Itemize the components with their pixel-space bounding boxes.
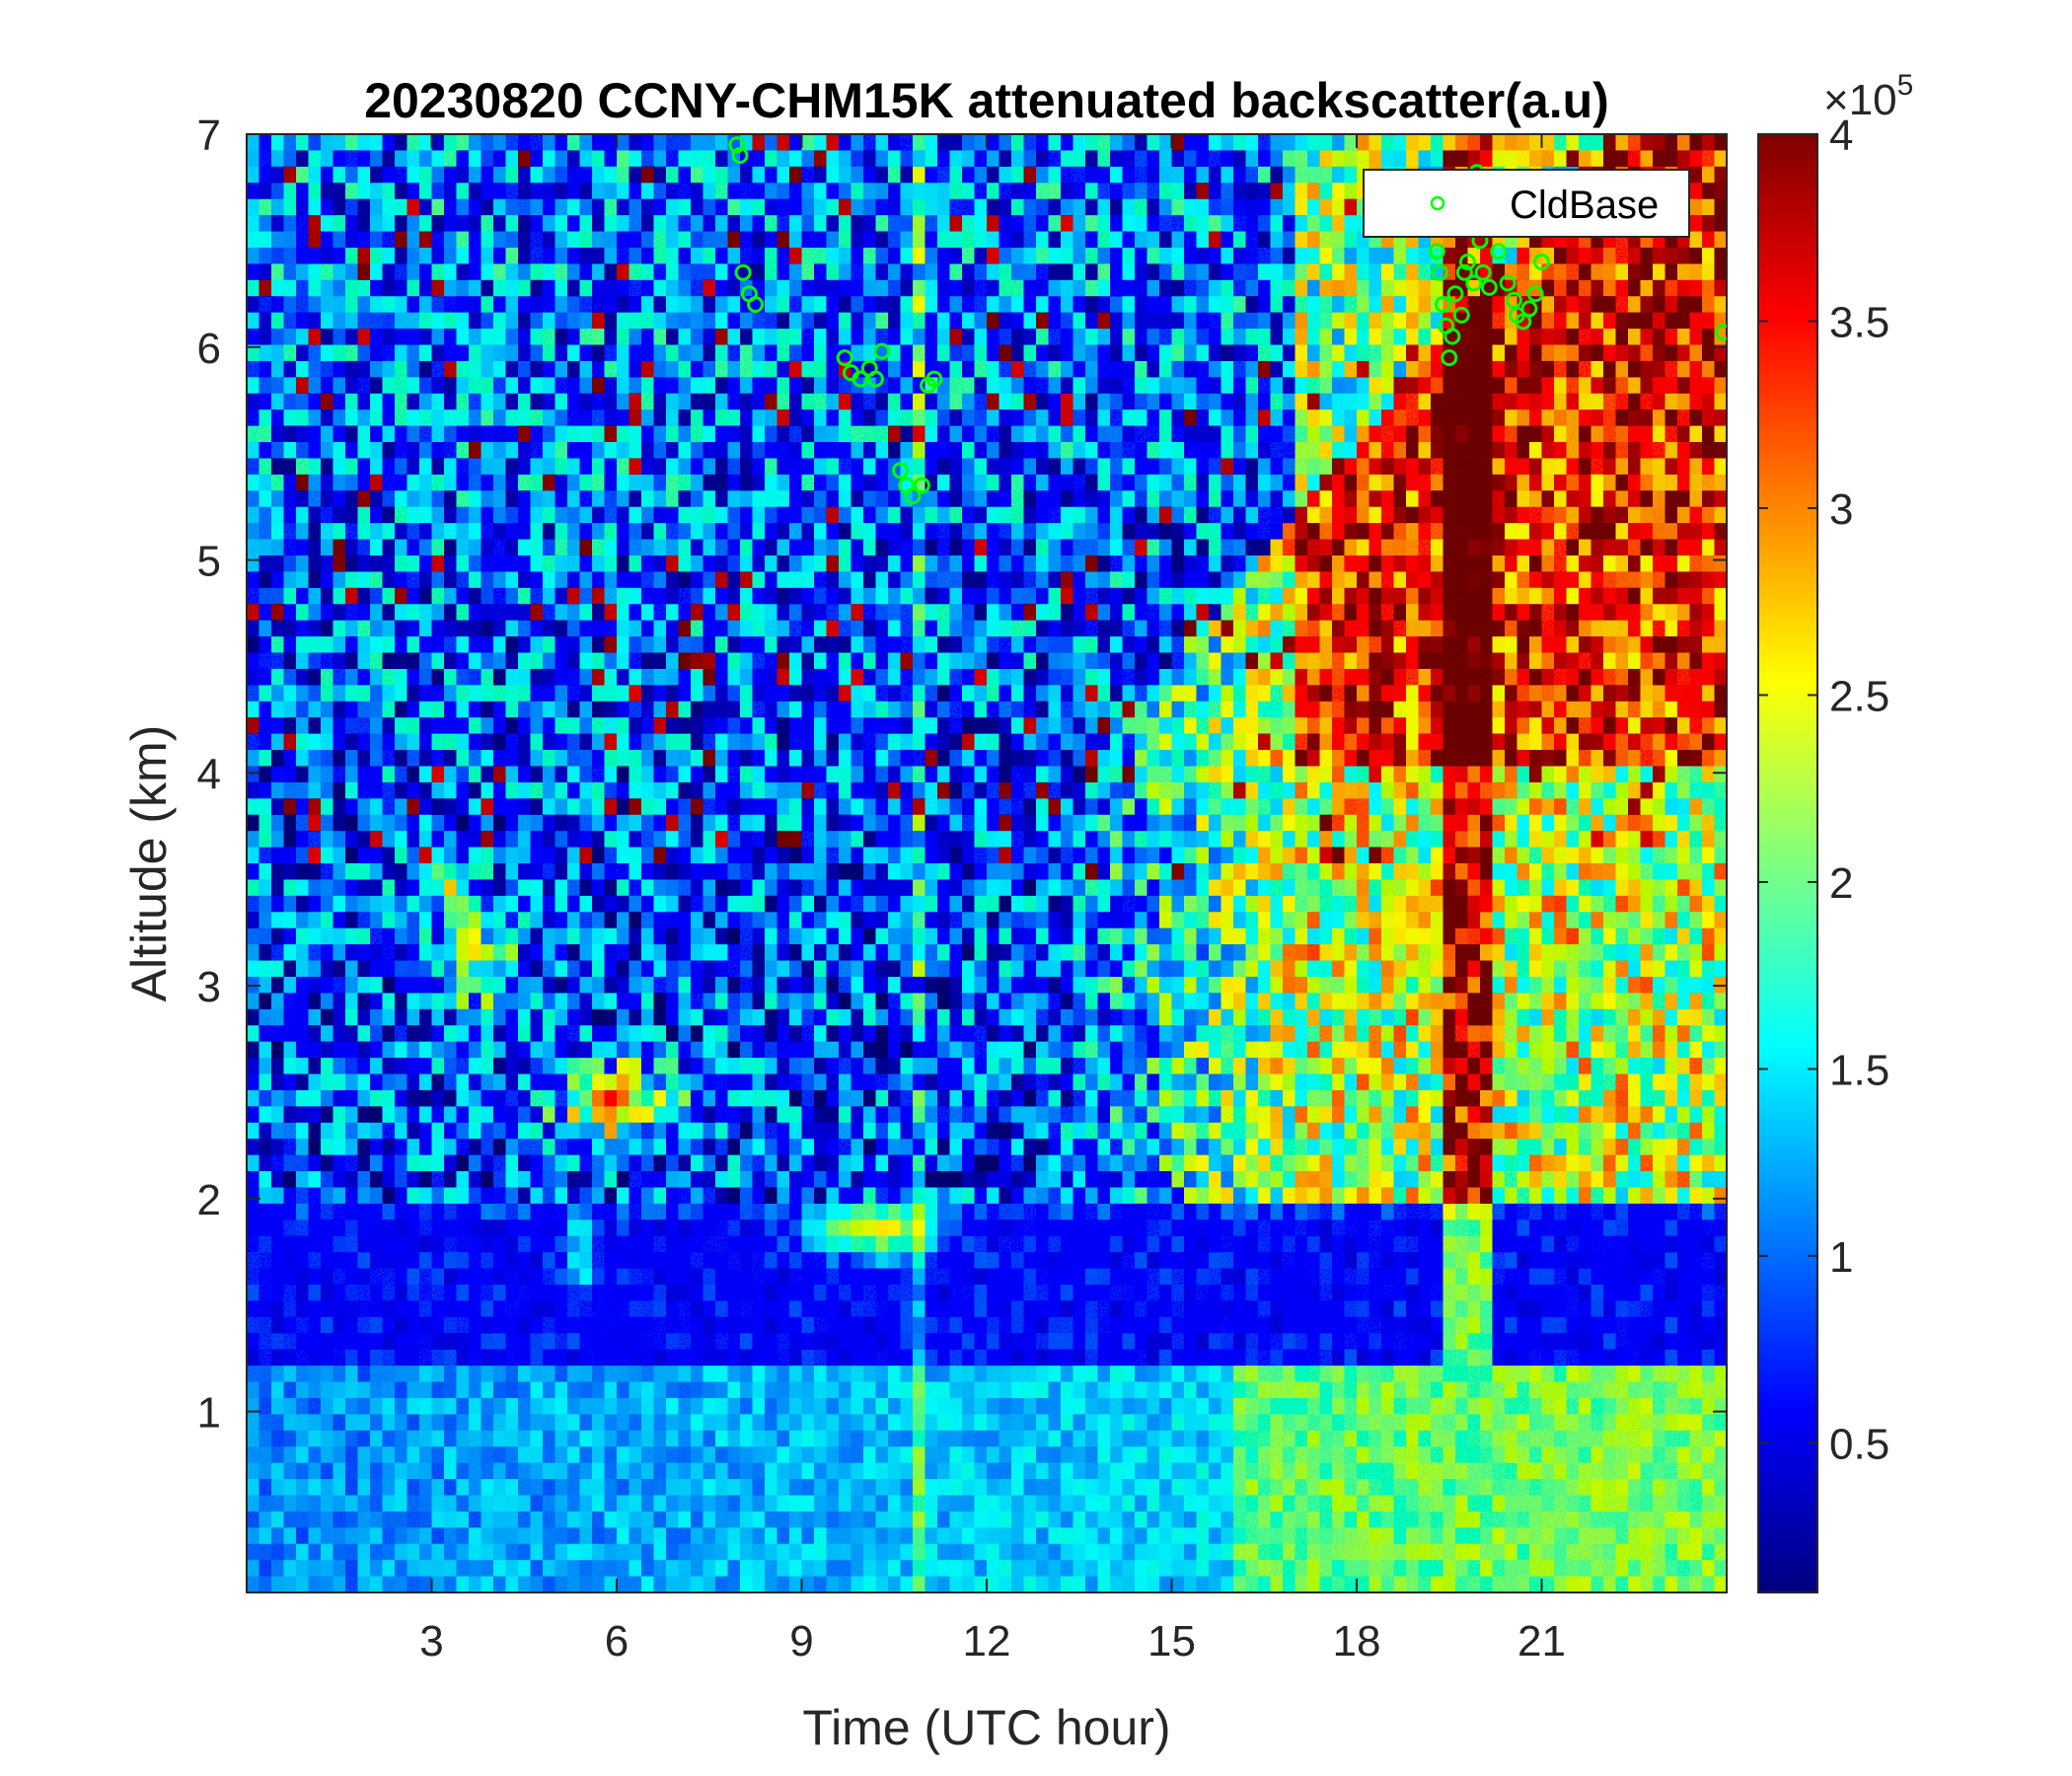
y-tick-label: 7 <box>197 111 221 160</box>
x-axis: 3 6 9 12 15 18 21 <box>419 134 1566 1665</box>
cloud-base-point <box>1428 243 1445 260</box>
cloud-base-point <box>1452 306 1470 324</box>
x-tick-label: 18 <box>1333 1617 1381 1665</box>
colorbar-tick-label: 1.5 <box>1829 1046 1889 1094</box>
colorbar-exponent-label: ×105 <box>1823 69 1913 124</box>
cloud-base-point <box>904 487 922 505</box>
chart-title: 20230820 CCNY-CHM15K attenuated backscat… <box>364 73 1609 128</box>
x-tick-label: 3 <box>419 1617 443 1665</box>
cloud-base-point <box>1465 274 1483 292</box>
x-tick-label: 6 <box>605 1617 629 1665</box>
y-axis: 1 2 3 4 5 6 7 <box>197 111 1727 1438</box>
colorbar-tick-label: 1 <box>1829 1233 1853 1282</box>
legend-marker-cldbase <box>1430 195 1445 211</box>
cloud-base-point <box>1441 349 1458 367</box>
cloud-base-point <box>1526 285 1544 303</box>
x-tick-label: 21 <box>1517 1617 1566 1665</box>
cloud-base-point <box>873 342 891 360</box>
cloud-base-point <box>1443 328 1461 345</box>
cloud-base-point <box>731 147 749 165</box>
cloud-base-series <box>728 136 1727 505</box>
cloud-base-point <box>1431 263 1448 281</box>
colorbar-tick-label: 4 <box>1829 111 1853 160</box>
cloud-base-point <box>728 136 746 154</box>
cloud-base-point <box>1515 313 1532 331</box>
cloud-base-point <box>913 477 930 494</box>
colorbar-ramp <box>1757 133 1818 1593</box>
colorbar-tick-label: 2.5 <box>1829 672 1889 720</box>
colorbar: 0.5 1 1.5 2 2.5 3 3.5 4 ×105 <box>1757 69 1913 1593</box>
cloud-base-point <box>867 370 884 388</box>
cloud-base-point <box>1474 263 1492 281</box>
cloud-base-point <box>1499 274 1517 292</box>
x-tick-label: 9 <box>789 1617 813 1665</box>
colorbar-tick-label: 2 <box>1829 859 1853 908</box>
cloud-base-point <box>1480 278 1498 296</box>
legend-label-cldbase: CldBase <box>1510 184 1659 227</box>
cloud-base-point <box>836 349 853 367</box>
cloud-base-point <box>892 462 909 480</box>
cloud-base-point <box>1446 285 1464 303</box>
y-tick-label: 5 <box>197 538 221 586</box>
cloud-base-point <box>1520 300 1538 318</box>
cloud-base-point <box>1455 263 1473 281</box>
cloud-base-point <box>1459 254 1476 270</box>
y-tick-label: 3 <box>197 963 221 1011</box>
cloud-base-point <box>1715 324 1727 341</box>
legend[interactable]: CldBase <box>1363 169 1690 238</box>
y-axis-title: Altitude (km) <box>121 725 177 1002</box>
cloud-base-point <box>1533 254 1550 270</box>
colorbar-tick-label: 3.5 <box>1829 298 1889 346</box>
x-axis-title: Time (UTC hour) <box>802 1700 1170 1755</box>
cloud-base-point <box>734 263 752 281</box>
colorbar-tick-label: 3 <box>1829 485 1853 534</box>
cloud-base-point <box>1490 243 1508 260</box>
y-tick-label: 6 <box>197 325 221 373</box>
y-tick-label: 4 <box>197 750 221 798</box>
cloud-base-point <box>851 370 869 388</box>
x-tick-label: 15 <box>1147 1617 1196 1665</box>
backscatter-heatmap <box>247 134 1727 1592</box>
cloud-base-point <box>1505 291 1522 309</box>
x-tick-label: 12 <box>963 1617 1011 1665</box>
legend-box <box>1363 169 1690 238</box>
cloud-base-point <box>747 296 765 314</box>
y-tick-label: 1 <box>197 1389 221 1438</box>
cloud-base-point <box>925 370 943 388</box>
colorbar-tick-label: 0.5 <box>1829 1420 1889 1468</box>
cloud-base-point <box>1435 296 1451 314</box>
y-tick-label: 2 <box>197 1176 221 1224</box>
